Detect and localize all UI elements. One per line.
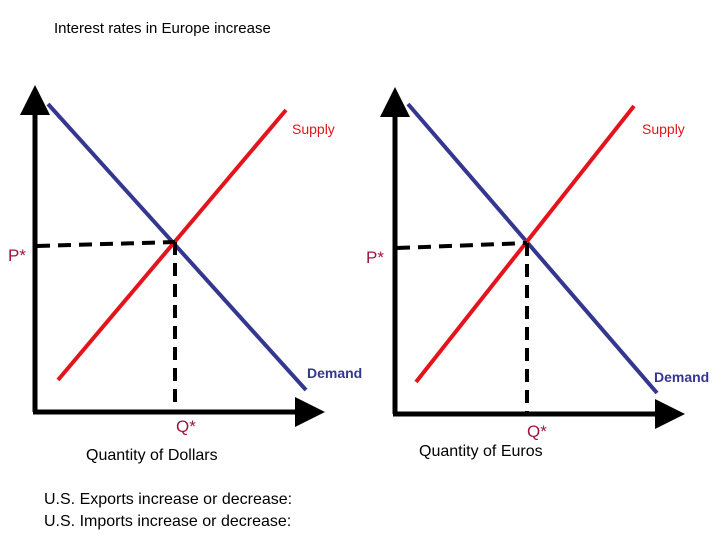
left-graph	[20, 85, 325, 427]
right-demand-label: Demand	[654, 369, 710, 385]
right-demand-curve	[406, 102, 659, 395]
left-price-label: P*	[8, 246, 26, 265]
left-quantity-label: Q*	[176, 417, 196, 436]
right-price-label: P*	[366, 248, 384, 267]
left-demand-label: Demand	[307, 365, 363, 381]
right-price-dash	[396, 241, 528, 250]
right-graph	[380, 87, 685, 429]
imports-question: U.S. Imports increase or decrease:	[44, 513, 292, 530]
right-x-axis-caption: Quantity of Euros	[419, 443, 543, 460]
left-supply-label: Supply	[292, 121, 335, 137]
right-supply-label: Supply	[642, 121, 685, 137]
right-quantity-label: Q*	[527, 422, 547, 441]
left-x-axis-caption: Quantity of Dollars	[86, 447, 218, 464]
left-price-dash	[36, 240, 176, 248]
exports-question: U.S. Exports increase or decrease:	[44, 491, 293, 508]
left-supply-curve	[56, 108, 288, 382]
diagram-title: Interest rates in Europe increase	[54, 20, 271, 37]
